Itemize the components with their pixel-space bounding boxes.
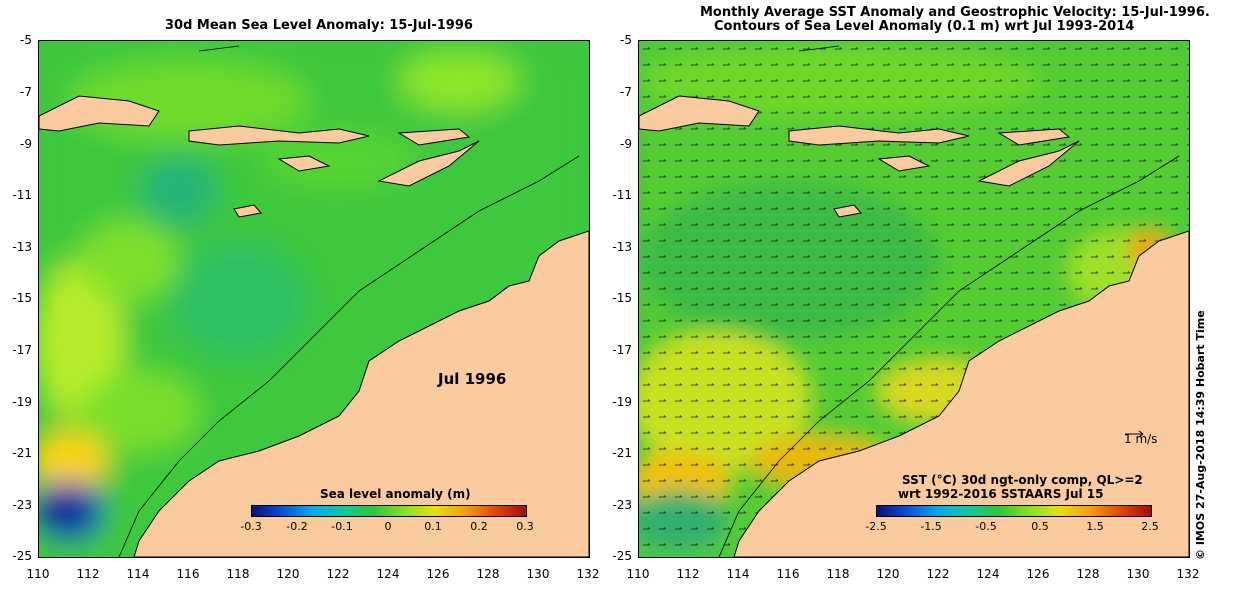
left-colorbar-tick: 0 [384, 520, 392, 533]
right-colorbar-tick: -2.5 [865, 520, 887, 533]
lon-tick: 112 [76, 567, 100, 581]
left-colorbar [251, 505, 527, 517]
right-map-canvas [639, 41, 1189, 557]
lat-tick: -13 [612, 240, 632, 254]
lon-tick: 128 [476, 567, 500, 581]
credit-text: © IMOS 27-Aug-2018 14:39 Hobart Time [1194, 310, 1207, 560]
lon-tick: 124 [376, 567, 400, 581]
right-colorbar-label-line1: SST (°C) 30d ngt-only comp, QL>=2 [902, 473, 1143, 487]
lon-tick: 116 [176, 567, 200, 581]
lat-tick: -23 [12, 498, 32, 512]
lat-tick: -23 [612, 498, 632, 512]
lon-tick: 130 [1126, 567, 1150, 581]
lon-tick: 122 [926, 567, 950, 581]
lon-tick: 118 [226, 567, 250, 581]
lon-tick: 114 [726, 567, 750, 581]
lon-tick: 110 [626, 567, 650, 581]
left-colorbar-tick: -0.2 [286, 520, 308, 533]
left-colorbar-tick: 0.2 [470, 520, 488, 533]
lon-tick: 114 [126, 567, 150, 581]
left-colorbar-tick: 0.1 [424, 520, 442, 533]
lat-tick: -11 [612, 188, 632, 202]
lat-tick: -17 [612, 343, 632, 357]
left-map-title: 30d Mean Sea Level Anomaly: 15-Jul-1996 [165, 18, 473, 33]
right-map-title-line1: Monthly Average SST Anomaly and Geostrop… [700, 5, 1210, 20]
lat-tick: -15 [12, 291, 32, 305]
lat-tick: -17 [12, 343, 32, 357]
lon-tick: 128 [1076, 567, 1100, 581]
lon-tick: 112 [676, 567, 700, 581]
left-colorbar-label: Sea level anomaly (m) [320, 487, 471, 501]
right-map[interactable] [638, 40, 1190, 558]
right-colorbar-ticks: -2.5 -1.5 -0.5 0.5 1.5 2.5 [856, 520, 1170, 536]
left-colorbar-tick: 0.3 [516, 520, 534, 533]
right-colorbar-tick: -1.5 [920, 520, 942, 533]
right-colorbar-tick: 1.5 [1086, 520, 1104, 533]
lat-tick: -7 [20, 85, 32, 99]
lon-tick: 132 [576, 567, 600, 581]
right-colorbar [876, 505, 1152, 517]
lat-tick: -19 [612, 395, 632, 409]
lat-tick: -25 [612, 549, 632, 563]
left-map[interactable] [38, 40, 590, 558]
lon-tick: 120 [276, 567, 300, 581]
left-colorbar-tick: -0.1 [331, 520, 353, 533]
right-colorbar-tick: 2.5 [1141, 520, 1159, 533]
right-colorbar-tick: -0.5 [975, 520, 997, 533]
lat-tick: -13 [12, 240, 32, 254]
right-map-title-line2: Contours of Sea Level Anomaly (0.1 m) wr… [714, 19, 1135, 34]
velocity-scale-label: 1 m/s [1124, 432, 1158, 446]
lat-tick: -9 [620, 137, 632, 151]
lat-tick: -15 [612, 291, 632, 305]
lon-tick: 122 [326, 567, 350, 581]
lat-tick: -11 [12, 188, 32, 202]
lon-tick: 118 [826, 567, 850, 581]
lat-tick: -7 [620, 85, 632, 99]
lon-tick: 124 [976, 567, 1000, 581]
lat-tick: -19 [12, 395, 32, 409]
left-map-canvas [39, 41, 589, 557]
left-map-month-label: Jul 1996 [438, 370, 507, 388]
lon-tick: 130 [526, 567, 550, 581]
lon-tick: 116 [776, 567, 800, 581]
lat-tick: -5 [620, 33, 632, 47]
lat-tick: -9 [20, 137, 32, 151]
lon-tick: 120 [876, 567, 900, 581]
left-colorbar-ticks: -0.3 -0.2 -0.1 0 0.1 0.2 0.3 [231, 520, 545, 536]
lon-tick: 110 [26, 567, 50, 581]
lat-tick: -5 [20, 33, 32, 47]
lat-tick: -25 [12, 549, 32, 563]
lat-tick: -21 [12, 446, 32, 460]
arrow-right-icon [1124, 424, 1146, 443]
lon-tick: 126 [1026, 567, 1050, 581]
right-colorbar-label-line2: wrt 1992-2016 SSTAARS Jul 15 [898, 487, 1104, 501]
lat-tick: -21 [612, 446, 632, 460]
right-colorbar-tick: 0.5 [1031, 520, 1049, 533]
lon-tick: 126 [426, 567, 450, 581]
lon-tick: 132 [1176, 567, 1200, 581]
left-colorbar-tick: -0.3 [240, 520, 262, 533]
